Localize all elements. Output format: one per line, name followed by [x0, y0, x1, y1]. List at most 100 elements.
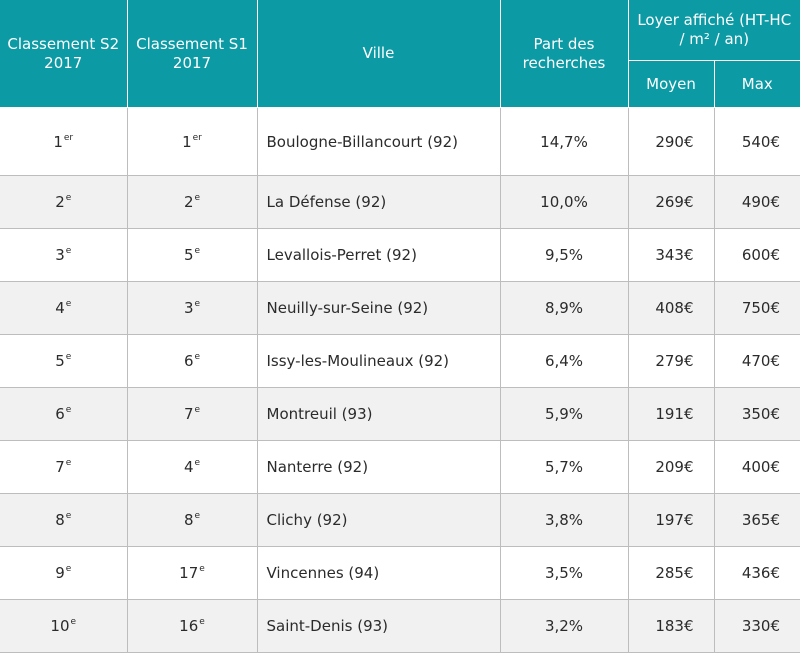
ville-cell: Saint-Denis (93) — [256, 599, 501, 653]
loyer-moyen-cell: 209€ — [627, 440, 715, 494]
rank-s1-cell-suffix: e — [199, 564, 205, 574]
rank-s1-cell-suffix: er — [192, 132, 202, 143]
rank-s2-cell-suffix: e — [65, 246, 72, 256]
rank-s1-cell-number: 7 — [183, 405, 194, 423]
ville-cell: Vincennes (94) — [256, 546, 501, 600]
loyer-moyen-cell: 197€ — [627, 493, 715, 547]
table-row: 5e 6e Issy-les-Moulineaux (92) 6,4% 279€ 470€ — [0, 334, 800, 388]
rank-s2-cell-suffix: e — [65, 193, 72, 203]
rank-s1-cell: 5e — [126, 228, 258, 282]
rank-s1-cell-suffix: e — [194, 299, 201, 309]
rank-s1-cell-number: 4 — [183, 458, 194, 476]
rank-s2-cell: 5e — [0, 334, 128, 388]
rank-s1-cell-suffix: e — [194, 352, 201, 362]
loyer-moyen-cell: 183€ — [627, 599, 715, 653]
rank-s1-cell-number: 16 — [179, 617, 199, 635]
rank-s2-cell-suffix: e — [65, 299, 72, 309]
rank-s1-cell: 6e — [126, 334, 258, 388]
ville-cell: Montreuil (93) — [256, 387, 501, 441]
rank-s2-cell-suffix: e — [65, 511, 72, 521]
rank-s1-cell: 4e — [126, 440, 258, 494]
rank-s2-cell-number: 10 — [50, 617, 70, 635]
rank-s2-cell-suffix: e — [65, 352, 72, 362]
table-row: 9e 17e Vincennes (94) 3,5% 285€ 436€ — [0, 546, 800, 600]
rank-s2-cell-number: 7 — [55, 458, 65, 476]
rank-s2-cell-number: 4 — [55, 299, 65, 317]
rank-s2-cell-suffix: e — [65, 405, 72, 415]
loyer-moyen-cell: 279€ — [627, 334, 715, 388]
part-recherches-cell: 6,4% — [499, 334, 629, 388]
loyer-moyen-cell: 269€ — [627, 175, 715, 229]
loyer-max-cell: 365€ — [713, 493, 800, 547]
loyer-max-cell: 436€ — [713, 546, 800, 600]
rank-s2-cell-number: 3 — [55, 246, 65, 264]
part-recherches-cell: 8,9% — [499, 281, 629, 335]
ville-cell: Clichy (92) — [256, 493, 501, 547]
loyer-max-cell: 490€ — [713, 175, 800, 229]
rank-s2-cell-number: 9 — [55, 564, 65, 582]
rank-s2-cell: 9e — [0, 546, 128, 600]
rank-s1-cell: 7e — [126, 387, 258, 441]
rank-s2-cell: 4e — [0, 281, 128, 335]
rank-s2-cell-suffix: e — [65, 458, 72, 468]
rank-s1-cell: 16e — [126, 599, 258, 653]
header-part-recherches: Part des recherches — [499, 0, 629, 108]
rank-s1-cell-number: 3 — [183, 299, 194, 317]
rank-s2-cell: 6e — [0, 387, 128, 441]
part-recherches-cell: 3,5% — [499, 546, 629, 600]
table-row: 6e 7e Montreuil (93) 5,9% 191€ 350€ — [0, 387, 800, 441]
rank-s1-cell-suffix: e — [194, 405, 201, 415]
part-recherches-cell: 9,5% — [499, 228, 629, 282]
rank-s2-cell: 3e — [0, 228, 128, 282]
table-row: 2e 2e La Défense (92) 10,0% 269€ 490€ — [0, 175, 800, 229]
ville-cell: La Défense (92) — [256, 175, 501, 229]
rank-s1-cell: 2e — [126, 175, 258, 229]
rank-s2-cell-suffix: e — [65, 564, 72, 574]
table-row: 7e 4e Nanterre (92) 5,7% 209€ 400€ — [0, 440, 800, 494]
rank-s1-cell-number: 5 — [183, 246, 194, 264]
part-recherches-cell: 3,8% — [499, 493, 629, 547]
table-header: Classement S2 2017 Classement S1 2017 Vi… — [0, 0, 800, 108]
header-ville: Ville — [256, 0, 501, 108]
header-classement-s2: Classement S2 2017 — [0, 0, 128, 108]
rank-s1-cell-number: 2 — [183, 193, 194, 211]
header-classement-s1: Classement S1 2017 — [126, 0, 258, 108]
loyer-max-cell: 330€ — [713, 599, 800, 653]
header-max: Max — [713, 60, 800, 108]
table-row: 4e 3e Neuilly-sur-Seine (92) 8,9% 408€ 750€ — [0, 281, 800, 335]
rank-s1-cell-suffix: e — [194, 458, 201, 468]
rank-s1-cell: 8e — [126, 493, 258, 547]
loyer-max-cell: 470€ — [713, 334, 800, 388]
loyer-max-cell: 350€ — [713, 387, 800, 441]
ville-cell: Levallois-Perret (92) — [256, 228, 501, 282]
loyer-max-cell: 750€ — [713, 281, 800, 335]
rank-s2-cell: 2e — [0, 175, 128, 229]
rank-s2-cell-number: 6 — [55, 405, 65, 423]
ville-cell: Issy-les-Moulineaux (92) — [256, 334, 501, 388]
part-recherches-cell: 10,0% — [499, 175, 629, 229]
loyer-max-cell: 540€ — [713, 107, 800, 176]
rank-s2-cell-number: 5 — [55, 352, 65, 370]
table-row: 1er 1er Boulogne-Billancourt (92) 14,7% 290€… — [0, 107, 800, 176]
rank-s1-cell-number: 1 — [182, 132, 192, 151]
header-loyer-affiche: Loyer affiché (HT-HC / m² / an) — [627, 0, 800, 61]
part-recherches-cell: 14,7% — [499, 107, 629, 176]
rank-s2-cell-number: 8 — [55, 511, 65, 529]
rank-s2-cell-suffix: er — [63, 132, 74, 143]
rank-s2-cell: 1er — [0, 107, 128, 176]
rank-s1-cell-number: 6 — [183, 352, 194, 370]
ville-cell: Boulogne-Billancourt (92) — [256, 107, 501, 176]
rank-s2-cell-number: 2 — [55, 193, 65, 211]
rank-s1-cell-suffix: e — [194, 246, 201, 256]
rank-s1-cell: 1er — [126, 107, 258, 176]
rank-s2-cell-number: 1 — [53, 132, 63, 151]
rank-s2-cell-suffix: e — [70, 617, 77, 627]
loyer-moyen-cell: 290€ — [627, 107, 715, 176]
loyer-max-cell: 400€ — [713, 440, 800, 494]
rank-s1-cell-number: 17 — [179, 564, 199, 582]
table-row: 10e 16e Saint-Denis (93) 3,2% 183€ 330€ — [0, 599, 800, 653]
rank-s1-cell-suffix: e — [194, 511, 201, 521]
part-recherches-cell: 3,2% — [499, 599, 629, 653]
rank-s1-cell-number: 8 — [183, 511, 194, 529]
